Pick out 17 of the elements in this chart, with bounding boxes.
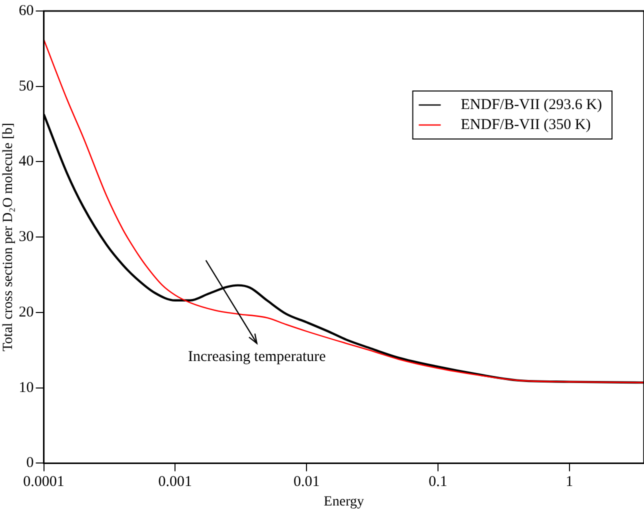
- legend-label: ENDF/B-VII (350 K): [460, 116, 591, 133]
- legend-label: ENDF/B-VII (293.6 K): [460, 96, 602, 113]
- x-tick-label: 0.0001: [23, 474, 64, 490]
- x-tick-label: 0.01: [293, 474, 320, 490]
- y-tick-label: 20: [18, 304, 34, 320]
- x-tick-label: 0.1: [428, 474, 448, 490]
- x-tick-label: 0.001: [158, 474, 192, 490]
- y-tick-label: 30: [18, 229, 34, 246]
- y-tick-label: 50: [18, 78, 34, 94]
- y-tick-label: 60: [18, 2, 34, 19]
- y-tick-label: 10: [18, 380, 34, 396]
- x-axis-title: Energy: [324, 494, 364, 510]
- y-axis-title: Total cross section per D₂O molecule [b]: [1, 122, 16, 352]
- annotation: Increasing temperature: [188, 348, 326, 365]
- x-tick-label: 1: [566, 474, 574, 490]
- y-tick-label: 40: [18, 154, 34, 170]
- y-tick-label: 0: [26, 455, 34, 472]
